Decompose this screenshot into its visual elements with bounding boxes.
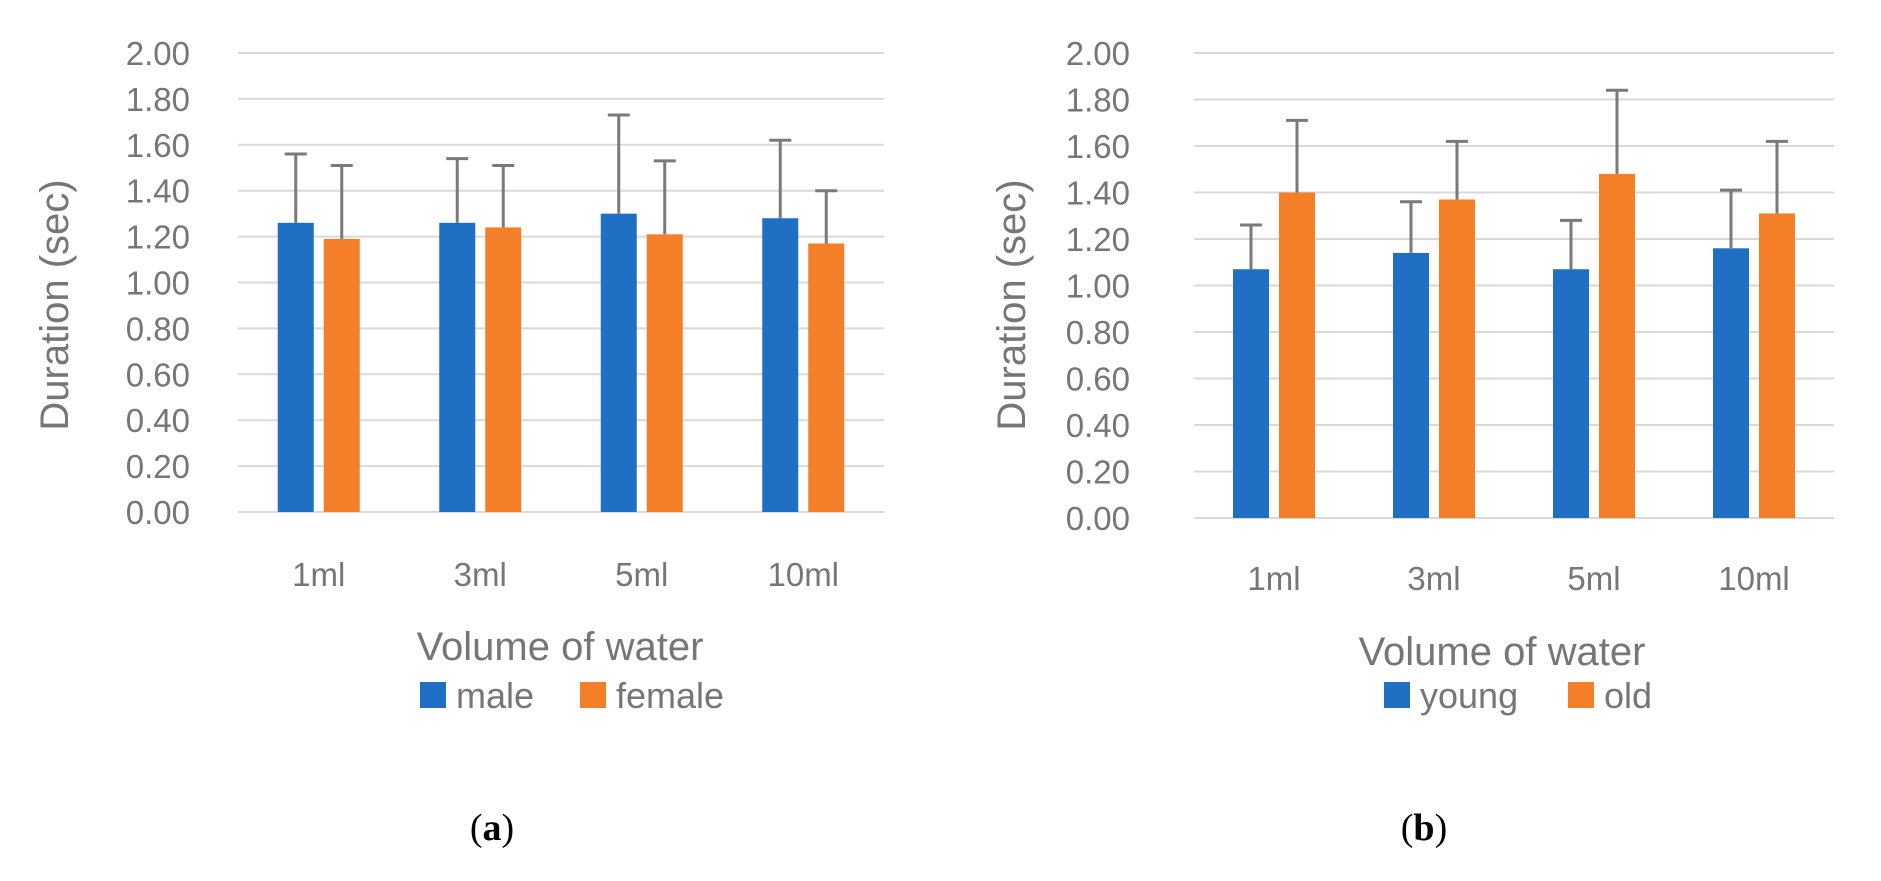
y-tick-label: 1.60	[126, 127, 190, 164]
x-axis-title: Volume of water	[417, 625, 704, 669]
legend: male female	[420, 675, 724, 716]
panel-label-close-paren: )	[502, 807, 515, 849]
x-category-label: 5ml	[615, 556, 668, 593]
x-category-label: 1ml	[1247, 560, 1300, 597]
y-axis-title: Duration (sec)	[990, 179, 1034, 430]
y-tick-label: 1.80	[1066, 82, 1130, 119]
y-axis-title: Duration (sec)	[33, 179, 77, 430]
chart-panel-b: 0.00 0.20 0.40 0.60 0.80 1.00 1.20 1.40 1.60 1.80…	[990, 35, 1834, 849]
legend-label-old: old	[1604, 675, 1652, 716]
y-tick-label: 0.20	[126, 448, 190, 485]
y-tick-label: 0.00	[1066, 500, 1130, 537]
y-tick-label: 1.20	[126, 219, 190, 256]
x-category-label: 3ml	[1407, 560, 1460, 597]
bar-old-5ml	[1599, 173, 1635, 518]
bar-old-3ml	[1439, 199, 1475, 518]
y-tick-label: 1.00	[126, 265, 190, 302]
panel-label-open-paren: (	[1401, 807, 1414, 849]
bar-female-1ml	[323, 238, 360, 512]
legend: young old	[1384, 675, 1652, 716]
y-tick-label: 2.00	[126, 35, 190, 72]
legend-swatch-old	[1568, 682, 1594, 708]
chart-panel-a: 0.00 0.20 0.40 0.60 0.80 1.00 1.20 1.40 1.60 1.80…	[33, 35, 884, 849]
y-tick-label: 1.20	[1066, 221, 1130, 258]
y-tick-label: 1.40	[126, 173, 190, 210]
y-tick-label: 0.40	[1066, 407, 1130, 444]
y-tick-label: 2.00	[1066, 35, 1130, 72]
y-tick-label: 0.60	[1066, 361, 1130, 398]
bar-female-10ml	[808, 243, 845, 513]
y-tick-label: 1.60	[1066, 128, 1130, 165]
x-category-label: 3ml	[454, 556, 507, 593]
bar-young-5ml	[1553, 269, 1589, 518]
bar-young-3ml	[1393, 252, 1429, 518]
y-tick-label: 1.40	[1066, 175, 1130, 212]
legend-label-female: female	[616, 675, 724, 716]
bar-male-1ml	[277, 222, 314, 512]
y-tick-label: 0.20	[1066, 454, 1130, 491]
bar-young-1ml	[1233, 269, 1269, 518]
x-category-label: 10ml	[1718, 560, 1790, 597]
panel-label-letter: a	[483, 807, 502, 849]
panel-label-open-paren: (	[470, 807, 483, 849]
panel-label: (b)	[1401, 807, 1447, 849]
y-tick-label: 0.60	[126, 356, 190, 393]
bar-young-10ml	[1713, 248, 1749, 519]
y-tick-label: 1.00	[1066, 268, 1130, 305]
legend-label-young: young	[1420, 675, 1518, 716]
panel-label-close-paren: )	[1435, 807, 1448, 849]
y-tick-label: 0.80	[126, 310, 190, 347]
x-category-label: 1ml	[292, 556, 345, 593]
y-tick-label: 0.40	[126, 402, 190, 439]
bar-male-5ml	[600, 213, 637, 512]
x-category-label: 10ml	[767, 556, 839, 593]
bar-male-10ml	[762, 218, 799, 513]
bar-male-3ml	[439, 222, 476, 512]
legend-swatch-young	[1384, 682, 1410, 708]
panel-label-letter: b	[1413, 807, 1434, 849]
panel-label: (a)	[470, 807, 514, 849]
bar-old-10ml	[1759, 213, 1795, 519]
y-tick-label: 0.00	[126, 494, 190, 531]
x-axis-title: Volume of water	[1359, 630, 1646, 674]
y-tick-label: 0.80	[1066, 314, 1130, 351]
legend-swatch-male	[420, 682, 446, 708]
y-tick-label: 1.80	[126, 81, 190, 118]
legend-swatch-female	[580, 682, 606, 708]
bar-female-5ml	[646, 234, 683, 512]
bar-old-1ml	[1279, 192, 1315, 518]
x-category-label: 5ml	[1567, 560, 1620, 597]
legend-label-male: male	[456, 675, 534, 716]
bar-female-3ml	[485, 227, 522, 513]
